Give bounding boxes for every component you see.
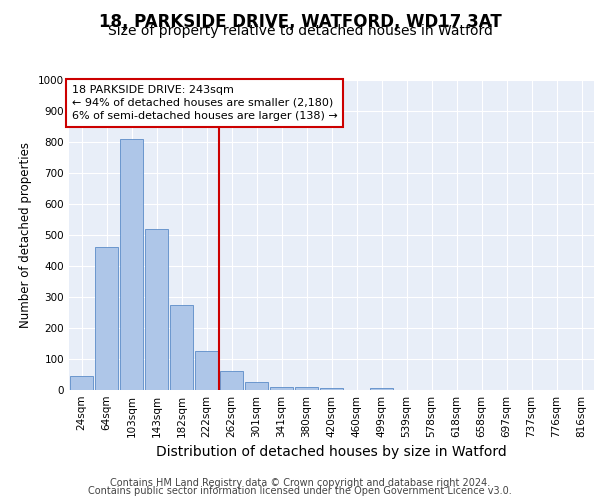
Text: Contains HM Land Registry data © Crown copyright and database right 2024.: Contains HM Land Registry data © Crown c… [110,478,490,488]
Bar [95,248,118,390]
Text: Size of property relative to detached houses in Watford: Size of property relative to detached ho… [107,24,493,38]
Bar [245,382,268,390]
Text: 18, PARKSIDE DRIVE, WATFORD, WD17 3AT: 18, PARKSIDE DRIVE, WATFORD, WD17 3AT [98,12,502,30]
Bar [194,351,218,390]
Bar [70,376,94,390]
Text: 18 PARKSIDE DRIVE: 243sqm
← 94% of detached houses are smaller (2,180)
6% of sem: 18 PARKSIDE DRIVE: 243sqm ← 94% of detac… [71,84,337,121]
Bar [119,139,143,390]
Bar [370,388,394,390]
Text: Contains public sector information licensed under the Open Government Licence v3: Contains public sector information licen… [88,486,512,496]
Bar [220,372,244,390]
Y-axis label: Number of detached properties: Number of detached properties [19,142,32,328]
Bar [170,304,193,390]
Bar [320,388,343,390]
Bar [269,387,293,390]
X-axis label: Distribution of detached houses by size in Watford: Distribution of detached houses by size … [156,446,507,460]
Bar [145,229,169,390]
Bar [295,387,319,390]
